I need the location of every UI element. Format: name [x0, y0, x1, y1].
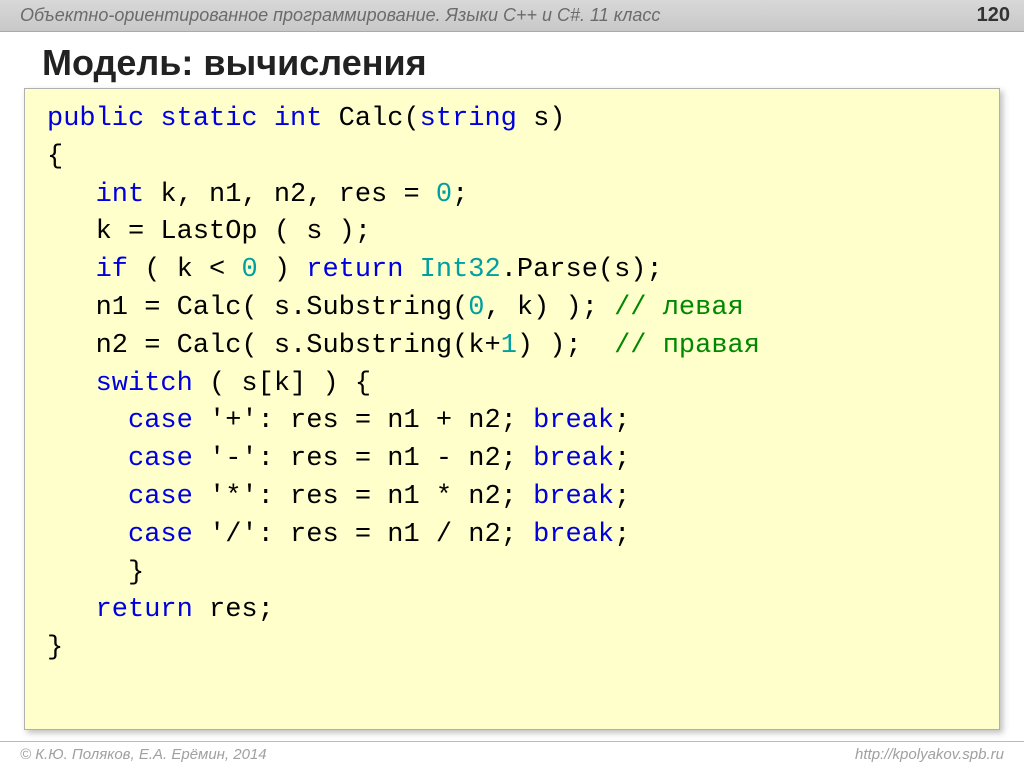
code-line: n1 = Calc( s.Substring(0, k) ); // левая: [47, 290, 985, 328]
code-line: return res;: [47, 592, 985, 630]
page-number: 120: [977, 4, 1010, 27]
source-url: http://kpolyakov.spb.ru: [855, 746, 1004, 763]
code-line: {: [47, 139, 985, 177]
code-line: n2 = Calc( s.Substring(k+1) ); // правая: [47, 328, 985, 366]
slide-title: Модель: вычисления: [0, 32, 1024, 88]
code-line: case '*': res = n1 * n2; break;: [47, 479, 985, 517]
code-line: case '-': res = n1 - n2; break;: [47, 441, 985, 479]
code-line: k = LastOp ( s );: [47, 214, 985, 252]
copyright: © К.Ю. Поляков, Е.А. Ерёмин, 2014: [20, 746, 267, 763]
code-line: int k, n1, n2, res = 0;: [47, 177, 985, 215]
code-block: public static int Calc(string s) { int k…: [24, 88, 1000, 730]
slide-header: Объектно-ориентированное программировани…: [0, 0, 1024, 32]
code-line: public static int Calc(string s): [47, 101, 985, 139]
course-title: Объектно-ориентированное программировани…: [20, 5, 660, 26]
code-line: if ( k < 0 ) return Int32.Parse(s);: [47, 252, 985, 290]
slide-footer: © К.Ю. Поляков, Е.А. Ерёмин, 2014 http:/…: [0, 741, 1024, 767]
code-line: case '/': res = n1 / n2; break;: [47, 517, 985, 555]
code-line: case '+': res = n1 + n2; break;: [47, 403, 985, 441]
code-line: }: [47, 630, 985, 668]
code-line: switch ( s[k] ) {: [47, 366, 985, 404]
code-line: }: [47, 555, 985, 593]
